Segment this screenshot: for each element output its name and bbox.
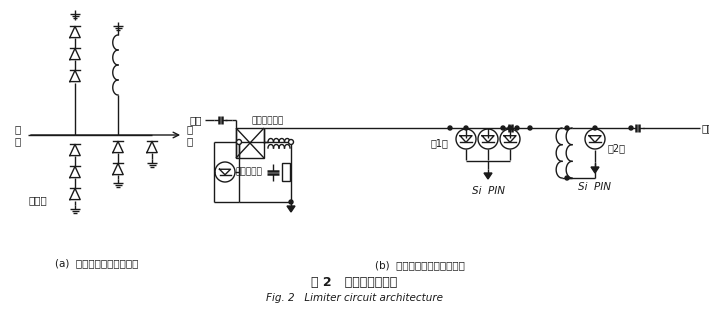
Text: 输入: 输入 (189, 115, 202, 125)
Text: 输
入: 输 入 (15, 124, 21, 146)
Circle shape (464, 126, 468, 130)
Circle shape (565, 176, 569, 180)
Text: (a)  无源限幅电路基本架构: (a) 无源限幅电路基本架构 (55, 258, 139, 268)
Text: Si  PIN: Si PIN (579, 182, 611, 192)
Text: 图 2   限幅器电路架构: 图 2 限幅器电路架构 (311, 277, 397, 290)
Polygon shape (287, 206, 295, 212)
Bar (282, 163, 290, 181)
Circle shape (565, 126, 569, 130)
Circle shape (448, 126, 452, 130)
Circle shape (629, 126, 633, 130)
Text: 二极管: 二极管 (28, 195, 48, 205)
Text: 输出: 输出 (702, 123, 709, 133)
Text: (b)  半有源限幅电路基本架构: (b) 半有源限幅电路基本架构 (375, 260, 465, 270)
Circle shape (289, 139, 294, 145)
Text: 检波二极管: 检波二极管 (236, 167, 263, 176)
Polygon shape (484, 173, 492, 179)
Circle shape (515, 126, 519, 130)
Circle shape (289, 200, 293, 204)
Circle shape (501, 126, 505, 130)
Text: 第1级: 第1级 (430, 138, 448, 148)
Text: Fig. 2   Limiter circuit architecture: Fig. 2 Limiter circuit architecture (265, 293, 442, 303)
Circle shape (508, 126, 512, 130)
Text: 第2级: 第2级 (608, 143, 626, 153)
Text: 耦合检波网络: 耦合检波网络 (251, 116, 284, 125)
Text: 输
出: 输 出 (187, 124, 193, 146)
Circle shape (528, 126, 532, 130)
Polygon shape (591, 167, 599, 173)
Circle shape (593, 126, 597, 130)
Circle shape (237, 139, 242, 145)
Bar (236, 128, 264, 158)
Text: Si  PIN: Si PIN (471, 186, 505, 196)
